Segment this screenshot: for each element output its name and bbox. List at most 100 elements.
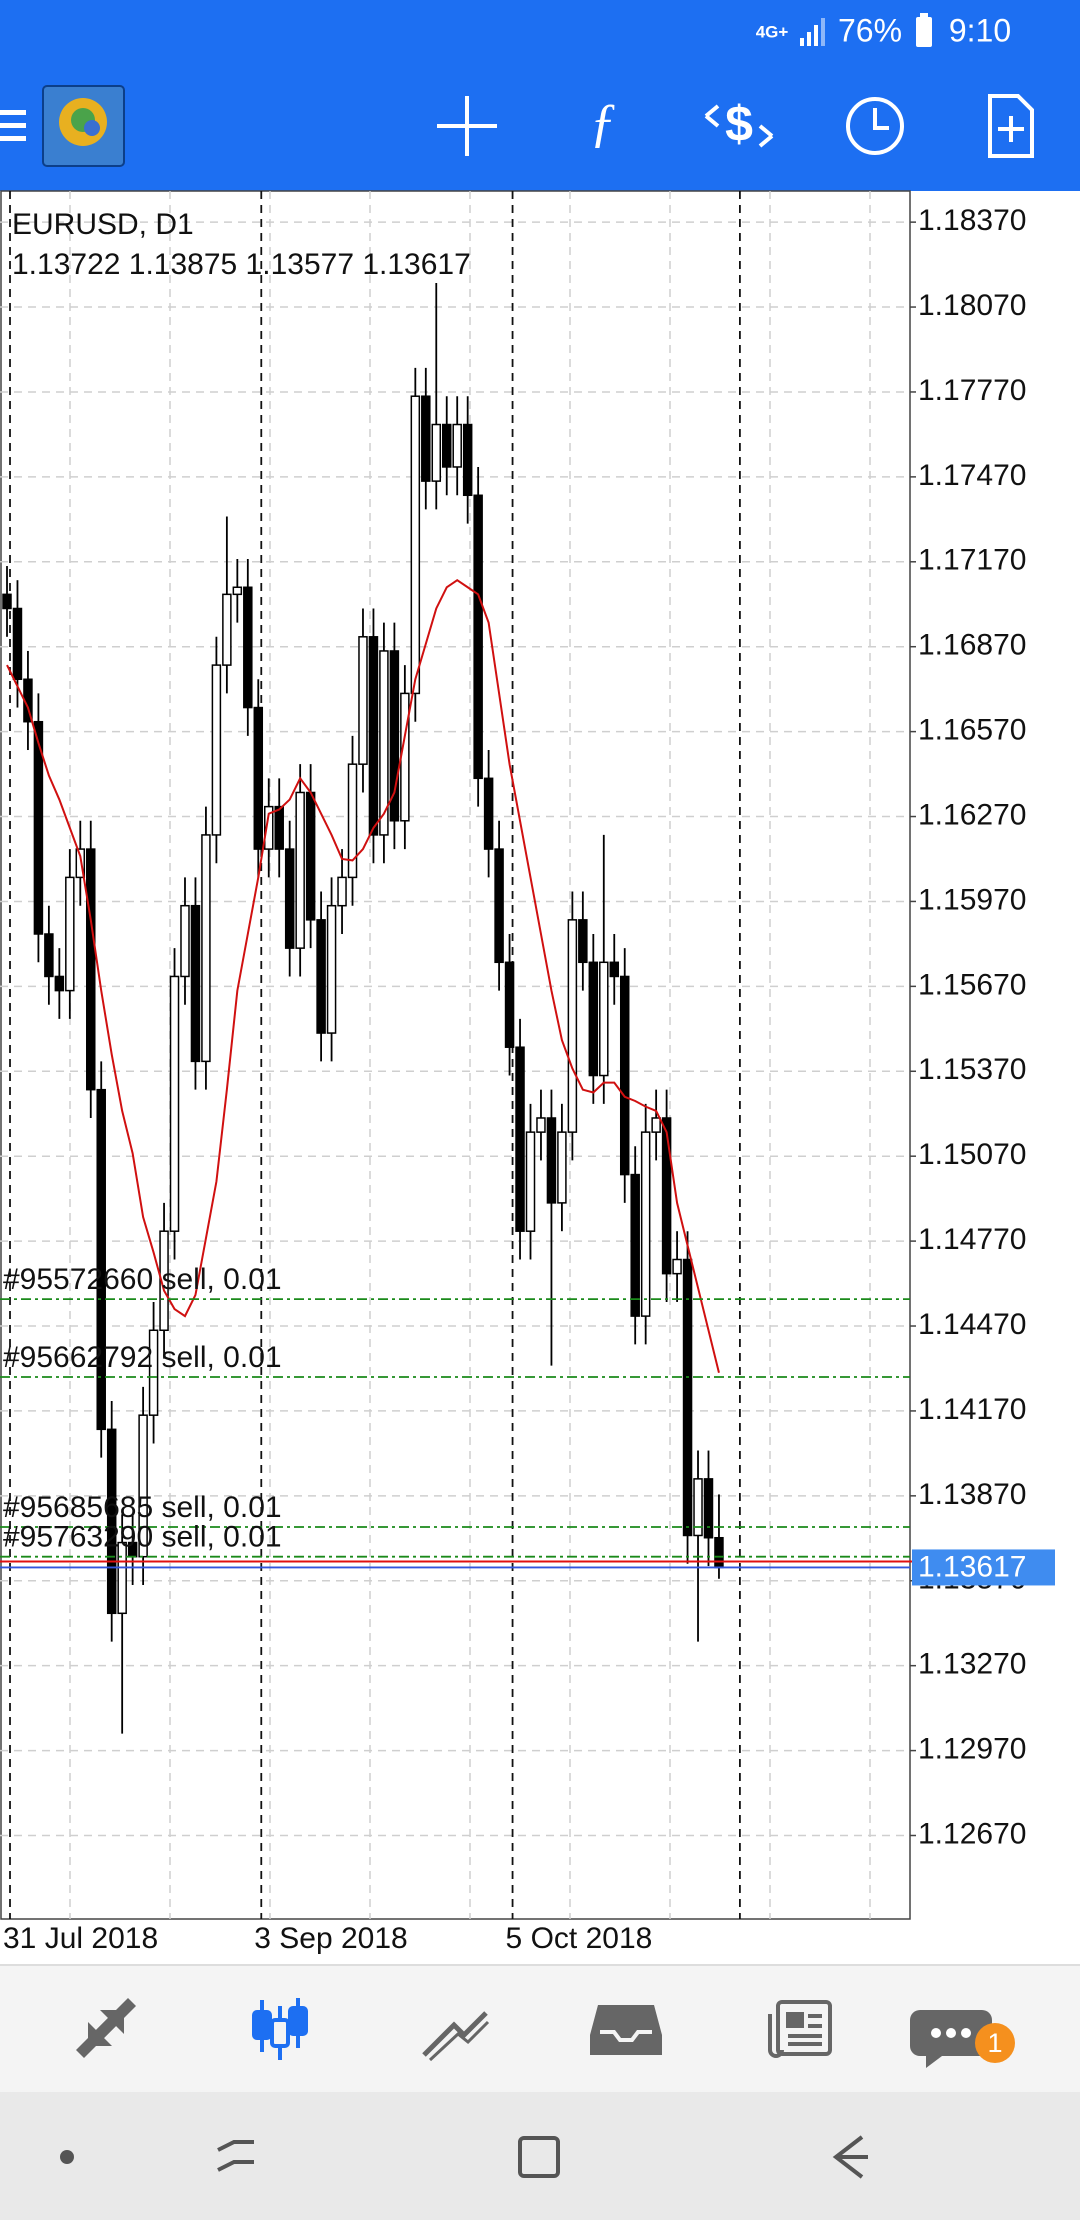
y-tick-label: 1.13870 [918, 1478, 1026, 1511]
nav-recents[interactable] [217, 2140, 254, 2172]
candle-body [640, 1131, 651, 1317]
crosshair-button[interactable] [437, 96, 497, 156]
candle-body [441, 423, 452, 468]
battery-percent: 76% [838, 12, 902, 48]
bid-price-label: 1.13617 [918, 1550, 1026, 1583]
candle-body [2, 593, 12, 610]
bid-price-box [912, 1549, 1055, 1586]
order-label: #95662792 sell, 0.01 [3, 1341, 282, 1374]
y-tick-label: 1.12970 [918, 1733, 1026, 1766]
y-tick-label: 1.12670 [918, 1817, 1026, 1850]
chat-tab[interactable] [910, 2010, 992, 2068]
nav-bar [0, 2092, 1080, 2220]
candle-body [106, 1428, 117, 1615]
moving-average [6, 578, 720, 1373]
y-tick-label: 1.18370 [918, 204, 1026, 237]
order-label: #95572660 sell, 0.01 [3, 1263, 282, 1296]
y-tick-label: 1.15970 [918, 883, 1026, 916]
candle-body [567, 919, 578, 1133]
ohlc-readout: 1.13722 1.13875 1.13577 1.13617 [12, 248, 471, 281]
candle-body [473, 494, 483, 780]
y-tick-label: 1.15070 [918, 1138, 1026, 1171]
candle-body [337, 876, 347, 907]
timeframe-button[interactable] [846, 97, 904, 155]
badge [975, 2023, 1015, 2063]
candle-body [222, 593, 232, 666]
candle-body [138, 1414, 148, 1558]
candle-body [190, 904, 201, 1063]
y-tick-label: 1.17470 [918, 459, 1026, 492]
candle-body [693, 1478, 703, 1537]
candle-body [201, 834, 211, 1063]
history-tab[interactable] [590, 2005, 662, 2055]
candle-body [400, 692, 410, 822]
templates-button[interactable] [988, 94, 1034, 158]
news-tab[interactable] [768, 2000, 832, 2058]
candle-body [452, 423, 462, 468]
candle-body [379, 650, 389, 836]
clock: 9:10 [949, 12, 1011, 48]
candle-body [169, 975, 180, 1232]
candle-body [295, 791, 305, 949]
candle-body [284, 848, 295, 949]
y-tick-label: 1.14770 [918, 1223, 1026, 1256]
y-tick-label: 1.14170 [918, 1393, 1026, 1426]
chart-tab[interactable] [252, 1998, 308, 2060]
app-icon[interactable] [42, 85, 125, 167]
battery-icon [916, 13, 932, 47]
candle-body [96, 1088, 106, 1431]
y-tick-label: 1.17170 [918, 544, 1026, 577]
candle-body [525, 1131, 536, 1232]
candle-body [358, 636, 368, 765]
nav-dot[interactable] [60, 2150, 74, 2164]
quotes-tab[interactable] [76, 1998, 136, 2058]
candle-body [462, 423, 473, 497]
bottom-toolbar [0, 1965, 1080, 2092]
badge-count: 1 [987, 2028, 1002, 2058]
candle-body [536, 1117, 546, 1133]
chart-frame [0, 190, 911, 1920]
candle-body [504, 961, 515, 1048]
candle-body [65, 876, 75, 992]
candle-body [44, 933, 54, 978]
candle-body [75, 848, 86, 879]
x-tick-label: 3 Sep 2018 [254, 1922, 407, 1955]
y-tick-label: 1.18070 [918, 289, 1026, 322]
trade-tab[interactable] [422, 2011, 490, 2062]
candle-body [274, 805, 284, 850]
y-tick-label: 1.15370 [918, 1053, 1026, 1086]
trade-button[interactable]: $ [704, 96, 774, 152]
nav-home[interactable] [518, 2136, 560, 2178]
candle-body [159, 1230, 169, 1332]
nav-back[interactable] [832, 2135, 868, 2179]
candle-body [619, 975, 630, 1176]
candle-body [661, 1117, 672, 1275]
candle-body [326, 904, 337, 1034]
y-tick-label: 1.14470 [918, 1308, 1026, 1341]
chart-title: EURUSD, D1 [12, 208, 194, 241]
app-bar [0, 0, 1080, 191]
candle-body [54, 975, 65, 992]
candle-body [368, 636, 379, 836]
candle-body [588, 961, 599, 1077]
candle-body [609, 961, 620, 978]
candle-body [305, 791, 316, 921]
y-tick-label: 1.15670 [918, 968, 1026, 1001]
menu-button[interactable] [0, 110, 26, 141]
y-tick-label: 1.16270 [918, 798, 1026, 831]
candle-body [483, 777, 494, 850]
candle-body [12, 607, 23, 681]
candle-body [682, 1258, 693, 1537]
indicators-button[interactable]: ƒ [590, 92, 617, 152]
network-type: 4G+ [756, 22, 789, 41]
candle-body [117, 1541, 127, 1615]
order-label: #95685685 sell, 0.01 [3, 1491, 282, 1524]
candle-body [515, 1046, 525, 1232]
y-tick-label: 1.16570 [918, 714, 1026, 747]
candle-body [431, 423, 442, 482]
candle-body [546, 1117, 557, 1204]
y-tick-label: 1.16870 [918, 629, 1026, 662]
order-label: #95763290 sell, 0.01 [3, 1521, 282, 1554]
candle-body [421, 395, 431, 482]
